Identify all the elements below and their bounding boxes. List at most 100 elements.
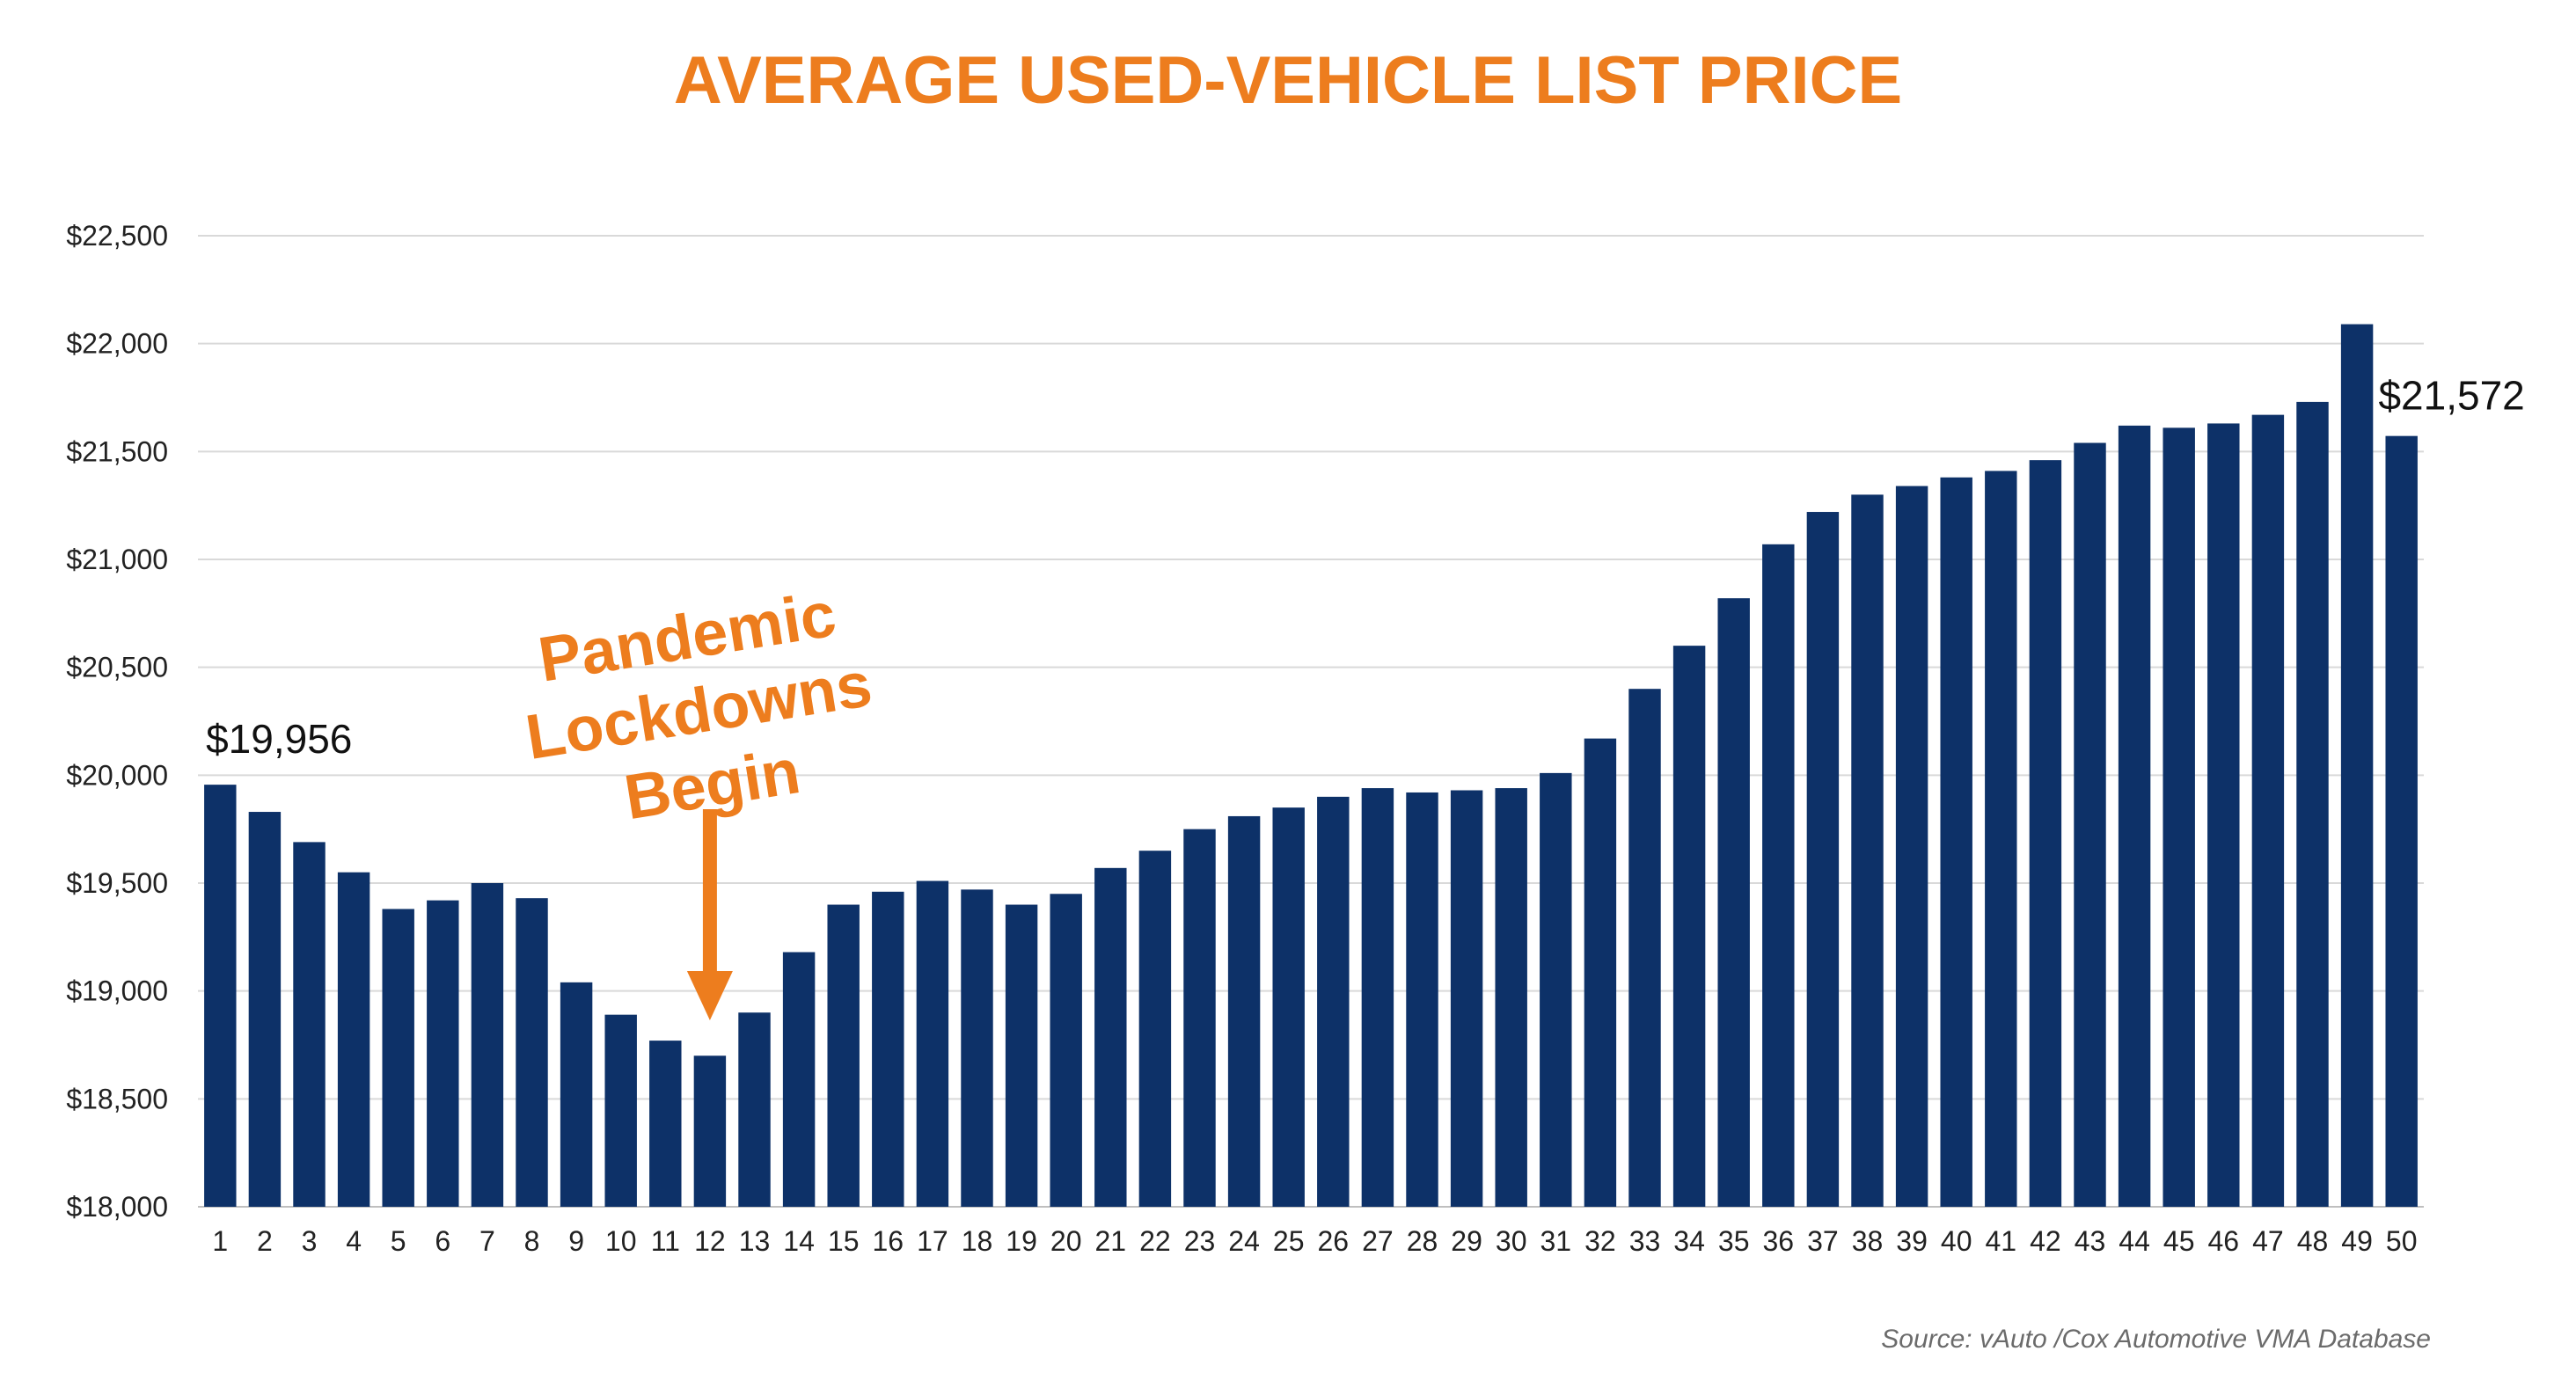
bar bbox=[2251, 414, 2285, 1207]
bar bbox=[427, 900, 459, 1207]
x-axis-tick-labels: 1 2 3 4 5 6 7 8 9 10 11 12 13 14 15 16 17 18 19 20 21 22 23 24 2… bbox=[212, 1225, 2417, 1257]
y-tick-label: $21,000 bbox=[66, 544, 168, 575]
bar bbox=[1806, 512, 1840, 1207]
bar bbox=[1094, 867, 1127, 1207]
x-tick-label: 37 bbox=[1807, 1225, 1839, 1257]
x-tick-label: 39 bbox=[1896, 1225, 1928, 1257]
bar bbox=[1985, 471, 2017, 1207]
x-tick-label: 40 bbox=[1941, 1225, 1972, 1257]
y-tick-label: $19,000 bbox=[66, 975, 168, 1007]
bar bbox=[1272, 807, 1305, 1207]
bar bbox=[1762, 544, 1795, 1207]
x-tick-label: 2 bbox=[257, 1225, 273, 1257]
bar bbox=[560, 982, 593, 1207]
y-tick-label: $20,000 bbox=[66, 759, 168, 791]
bar bbox=[872, 891, 904, 1207]
x-tick-label: 1 bbox=[212, 1225, 228, 1257]
bar bbox=[1005, 904, 1038, 1207]
bar bbox=[2296, 401, 2329, 1207]
x-tick-label: 49 bbox=[2341, 1225, 2373, 1257]
x-tick-label: 19 bbox=[1006, 1225, 1037, 1257]
x-tick-label: 44 bbox=[2119, 1225, 2150, 1257]
x-tick-label: 5 bbox=[391, 1225, 406, 1257]
bar bbox=[961, 889, 993, 1207]
x-tick-label: 21 bbox=[1095, 1225, 1127, 1257]
x-tick-label: 17 bbox=[917, 1225, 948, 1257]
bar bbox=[337, 872, 370, 1207]
x-tick-label: 8 bbox=[524, 1225, 540, 1257]
data-label: $19,956 bbox=[206, 716, 352, 762]
bar bbox=[2029, 460, 2062, 1207]
x-tick-label: 36 bbox=[1763, 1225, 1795, 1257]
x-tick-label: 10 bbox=[605, 1225, 637, 1257]
x-tick-label: 15 bbox=[828, 1225, 860, 1257]
x-tick-label: 34 bbox=[1673, 1225, 1705, 1257]
x-tick-label: 25 bbox=[1273, 1225, 1305, 1257]
x-tick-label: 9 bbox=[568, 1225, 584, 1257]
bars bbox=[204, 324, 2418, 1208]
x-tick-label: 18 bbox=[962, 1225, 993, 1257]
bar bbox=[1628, 689, 1661, 1207]
x-tick-label: 30 bbox=[1496, 1225, 1527, 1257]
bar bbox=[1450, 790, 1483, 1207]
bar bbox=[1050, 894, 1082, 1207]
x-tick-label: 16 bbox=[873, 1225, 904, 1257]
bar bbox=[382, 909, 414, 1207]
bar bbox=[248, 812, 282, 1207]
bar bbox=[1940, 477, 1972, 1207]
bar bbox=[1540, 772, 1572, 1207]
x-tick-label: 23 bbox=[1184, 1225, 1216, 1257]
x-tick-label: 38 bbox=[1852, 1225, 1884, 1257]
y-tick-label: $22,500 bbox=[66, 220, 168, 252]
bar bbox=[2074, 442, 2106, 1207]
bar bbox=[738, 1012, 771, 1207]
bar bbox=[1495, 788, 1527, 1207]
source-note: Source: vAuto /Cox Automotive VMA Databa… bbox=[1881, 1325, 2431, 1354]
x-tick-label: 32 bbox=[1584, 1225, 1616, 1257]
x-tick-label: 4 bbox=[346, 1225, 362, 1257]
x-tick-label: 22 bbox=[1139, 1225, 1171, 1257]
x-tick-label: 3 bbox=[302, 1225, 318, 1257]
y-tick-label: $22,000 bbox=[66, 328, 168, 360]
bar bbox=[827, 904, 860, 1207]
x-tick-label: 29 bbox=[1451, 1225, 1482, 1257]
y-tick-label: $18,500 bbox=[66, 1083, 168, 1114]
x-tick-label: 42 bbox=[2030, 1225, 2061, 1257]
bar bbox=[1138, 851, 1172, 1207]
bar bbox=[2207, 423, 2240, 1207]
x-tick-label: 11 bbox=[651, 1225, 680, 1257]
bar bbox=[1717, 598, 1750, 1207]
bar bbox=[1406, 792, 1438, 1207]
x-tick-label: 20 bbox=[1050, 1225, 1082, 1257]
bar bbox=[693, 1055, 727, 1207]
bar bbox=[1317, 796, 1350, 1207]
x-tick-label: 50 bbox=[2386, 1225, 2418, 1257]
y-tick-label: $21,500 bbox=[66, 435, 168, 467]
x-tick-label: 28 bbox=[1407, 1225, 1438, 1257]
x-tick-label: 13 bbox=[739, 1225, 771, 1257]
bar bbox=[2163, 427, 2195, 1207]
bar bbox=[604, 1014, 637, 1207]
bar bbox=[1851, 494, 1884, 1207]
bar bbox=[782, 952, 816, 1207]
x-tick-label: 46 bbox=[2208, 1225, 2240, 1257]
x-tick-label: 45 bbox=[2163, 1225, 2195, 1257]
bar bbox=[649, 1041, 682, 1207]
x-tick-label: 41 bbox=[1986, 1225, 2017, 1257]
y-tick-label: $18,000 bbox=[66, 1191, 168, 1223]
annotation-arrow-shaft bbox=[702, 809, 717, 976]
x-tick-label: 7 bbox=[479, 1225, 495, 1257]
bar bbox=[1361, 788, 1394, 1207]
annotation-arrow-head bbox=[686, 971, 733, 1020]
x-tick-label: 24 bbox=[1228, 1225, 1260, 1257]
bar bbox=[516, 898, 548, 1207]
bar bbox=[1183, 829, 1216, 1207]
bar bbox=[1672, 646, 1706, 1207]
x-tick-label: 26 bbox=[1318, 1225, 1350, 1257]
bar bbox=[471, 883, 504, 1207]
bar bbox=[2385, 435, 2418, 1208]
x-tick-label: 12 bbox=[694, 1225, 726, 1257]
chart-title: AVERAGE USED-VEHICLE LIST PRICE bbox=[673, 43, 1903, 118]
